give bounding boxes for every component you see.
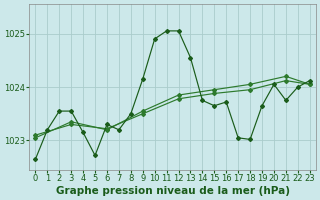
X-axis label: Graphe pression niveau de la mer (hPa): Graphe pression niveau de la mer (hPa) [56,186,290,196]
